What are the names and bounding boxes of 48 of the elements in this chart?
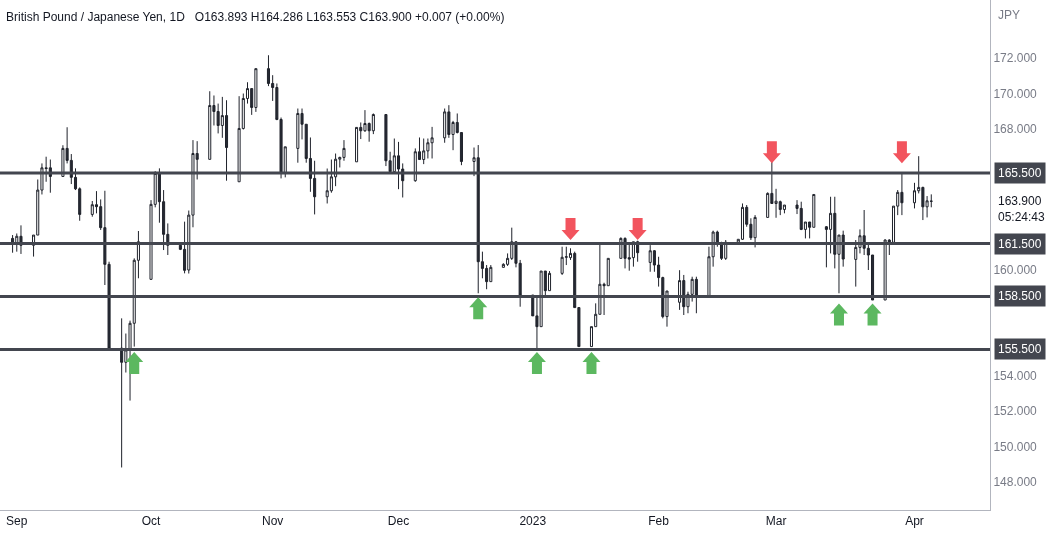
x-tick-label: Mar	[765, 514, 787, 529]
candlestick	[430, 126, 434, 159]
candlestick	[682, 274, 686, 316]
text: 163.900	[998, 194, 1042, 208]
candlestick	[548, 270, 552, 292]
x-tick-label: Dec	[387, 514, 410, 529]
candlestick	[422, 138, 426, 165]
x-tick-label: 2023	[519, 514, 547, 529]
y-axis-title: JPY	[998, 8, 1021, 22]
ref-line-label: 165.500	[998, 166, 1042, 180]
candlestick	[225, 99, 229, 182]
candlestick	[782, 204, 786, 214]
candlestick	[384, 114, 388, 167]
candlestick	[443, 108, 447, 144]
x-tick-label: Feb	[648, 514, 670, 529]
ref-line-label: 158.500	[998, 289, 1042, 303]
candlestick	[678, 269, 682, 311]
y-tick-label: 170.000	[993, 86, 1038, 101]
candlestick	[296, 108, 300, 164]
candlestick	[694, 276, 698, 314]
y-tick-label: 148.000	[993, 474, 1038, 489]
y-tick-label: 154.000	[993, 369, 1038, 384]
candlestick	[120, 317, 124, 468]
candlestick	[254, 68, 258, 113]
text: O163.893 H164.286 L163.553 C163.900 +0.007 (+0.00%)	[194, 10, 505, 24]
candlestick	[883, 238, 887, 301]
y-tick-label: 172.000	[993, 51, 1038, 66]
candlestick	[648, 244, 652, 273]
text: British Pound / Japanese Yen, 1D	[6, 10, 185, 24]
text: 05:24:43	[998, 210, 1046, 224]
x-tick-label: Sep	[6, 514, 28, 529]
ref-line-label: 161.500	[998, 237, 1042, 251]
candlestick	[900, 172, 904, 216]
y-tick-label: 150.000	[993, 439, 1038, 454]
y-tick-label: 152.000	[993, 404, 1038, 419]
y-tick-label: 168.000	[993, 122, 1038, 137]
candlestick	[237, 95, 241, 183]
candlestick	[740, 202, 745, 241]
candlestick	[208, 90, 212, 160]
candlestick	[560, 246, 564, 276]
candlestick	[476, 144, 480, 294]
ref-line-label: 155.500	[998, 342, 1042, 356]
x-tick-label: Apr	[905, 514, 924, 529]
x-tick-label: Oct	[141, 514, 162, 529]
candlestick	[753, 214, 757, 248]
candlestick	[355, 126, 359, 163]
x-tick-label: Nov	[262, 514, 284, 529]
y-tick-label: 160.000	[993, 263, 1038, 278]
